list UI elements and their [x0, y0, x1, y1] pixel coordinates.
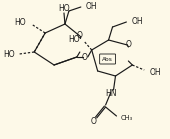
Text: CH₃: CH₃ [121, 115, 133, 121]
Text: O: O [82, 53, 88, 61]
Text: HO: HO [3, 49, 14, 59]
Text: O: O [91, 116, 97, 126]
Text: Abs: Abs [102, 56, 113, 61]
Text: HO: HO [58, 3, 70, 13]
Text: O: O [77, 30, 83, 39]
Text: HO: HO [15, 18, 26, 27]
Text: HN: HN [105, 89, 116, 97]
Text: OH: OH [149, 68, 161, 76]
Text: O: O [125, 39, 131, 49]
Text: OH: OH [86, 2, 97, 11]
Text: HO: HO [68, 34, 80, 44]
FancyBboxPatch shape [100, 54, 115, 64]
Text: OH: OH [131, 17, 143, 25]
